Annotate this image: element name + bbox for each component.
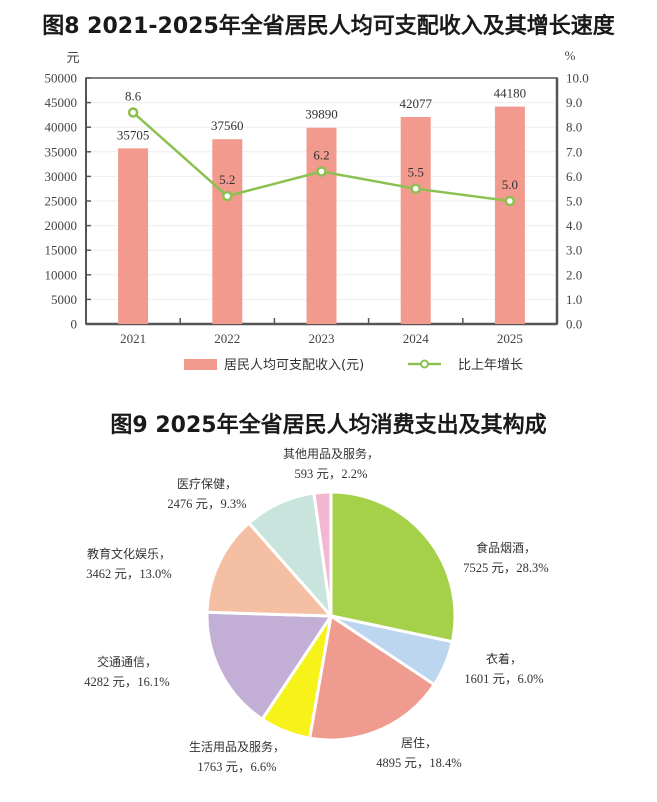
y2-tick-label: 9.0 xyxy=(566,95,582,110)
pie-category-label: 交通通信， xyxy=(97,654,157,669)
bar-value-label: 44180 xyxy=(494,86,527,101)
y2-tick-label: 10.0 xyxy=(566,71,589,86)
y-tick-label: 25000 xyxy=(45,194,78,209)
pie-slice xyxy=(260,614,333,740)
y2-tick-label: 8.0 xyxy=(566,120,582,135)
y-tick-label: 30000 xyxy=(45,169,78,184)
y-tick-label: 15000 xyxy=(45,243,78,258)
pie-value-label: 1601 元，6.0% xyxy=(464,672,543,686)
x-tick-label: 2021 xyxy=(120,331,146,346)
bar-value-label: 39890 xyxy=(305,107,338,122)
growth-marker xyxy=(222,190,233,202)
bar-value-label: 42077 xyxy=(399,96,432,111)
y-tick-label: 5000 xyxy=(51,292,77,307)
growth-marker xyxy=(316,166,327,177)
left-unit: 元 xyxy=(66,51,79,66)
y-tick-label: 50000 xyxy=(45,71,78,86)
legend-bar-label: 居民人均可支配收入(元) xyxy=(224,358,364,373)
x-tick-label: 2022 xyxy=(214,331,240,346)
pie-category-label: 其他用品及服务， xyxy=(283,446,379,461)
pie-value-label: 3462 元，13.0% xyxy=(86,567,171,581)
pie-category-label: 教育文化娱乐， xyxy=(87,546,171,561)
y-tick-label: 40000 xyxy=(45,120,78,135)
pie-value-label: 4282 元，16.1% xyxy=(84,675,169,689)
income-bar xyxy=(400,116,431,324)
x-tick-label: 2023 xyxy=(309,331,335,346)
growth-marker xyxy=(504,195,516,207)
y-tick-label: 20000 xyxy=(45,218,78,233)
pie-slice xyxy=(205,610,333,721)
growth-value-label: 5.2 xyxy=(219,172,235,187)
x-tick-label: 2024 xyxy=(403,331,430,346)
pie-slice xyxy=(308,614,436,742)
pie-value-label: 4895 元，18.4% xyxy=(376,756,461,770)
income-bar xyxy=(494,106,525,324)
bar-value-label: 37560 xyxy=(211,118,244,133)
pie-slice xyxy=(205,521,333,618)
y-tick-label: 10000 xyxy=(45,267,78,282)
figure8-title: 图8 2021-2025年全省居民人均可支配收入及其增长速度 xyxy=(42,14,615,39)
pie-category-label: 食品烟酒， xyxy=(476,540,536,555)
pie-slice xyxy=(329,614,454,687)
pie-category-label: 医疗保健， xyxy=(177,477,237,491)
growth-marker xyxy=(410,183,421,194)
y2-tick-label: 6.0 xyxy=(566,169,582,184)
y-tick-label: 35000 xyxy=(45,144,78,159)
bar-value-label: 35705 xyxy=(117,127,150,142)
growth-marker xyxy=(127,107,139,118)
pie-slice xyxy=(329,490,457,644)
legend-bar-swatch xyxy=(184,359,217,370)
income-bar xyxy=(306,127,337,324)
pie-category-label: 衣着， xyxy=(486,651,522,666)
y2-tick-label: 2.0 xyxy=(566,267,582,282)
growth-value-label: 6.2 xyxy=(313,147,329,162)
income-bar xyxy=(118,148,149,324)
pie-value-label: 1763 元，6.6% xyxy=(197,760,276,774)
y2-tick-label: 4.0 xyxy=(566,218,582,233)
y-tick-label: 0 xyxy=(71,317,78,332)
income-bar xyxy=(212,139,243,324)
income-bar-line-chart: 0 5000 10000 15000 20000 25000 30000 35000 40000… xyxy=(45,48,589,373)
y2-tick-label: 7.0 xyxy=(566,144,582,159)
pie-value-label: 2476 元，9.3% xyxy=(167,497,246,511)
y2-tick-label: 1.0 xyxy=(566,292,582,307)
y2-tick-label: 3.0 xyxy=(566,243,582,258)
growth-value-label: 5.5 xyxy=(408,165,424,180)
figure9-title: 图9 2025年全省居民人均消费支出及其构成 xyxy=(110,413,547,438)
pie-slice xyxy=(312,490,333,618)
pie-value-label: 7525 元，28.3% xyxy=(463,561,548,575)
growth-value-label: 8.6 xyxy=(125,88,142,103)
growth-value-label: 5.0 xyxy=(502,177,518,192)
pie-category-label: 生活用品及服务， xyxy=(189,739,285,754)
y2-tick-label: 0.0 xyxy=(566,317,582,332)
y2-tick-label: 5.0 xyxy=(566,194,582,209)
x-tick-label: 2025 xyxy=(497,331,523,346)
right-unit: % xyxy=(565,48,576,63)
pie-value-label: 593 元，2.2% xyxy=(295,467,368,481)
pie-slice xyxy=(247,491,333,618)
legend-line-label: 比上年增长 xyxy=(458,358,523,373)
y-tick-label: 45000 xyxy=(45,95,78,110)
pie-category-label: 居住， xyxy=(401,736,437,750)
